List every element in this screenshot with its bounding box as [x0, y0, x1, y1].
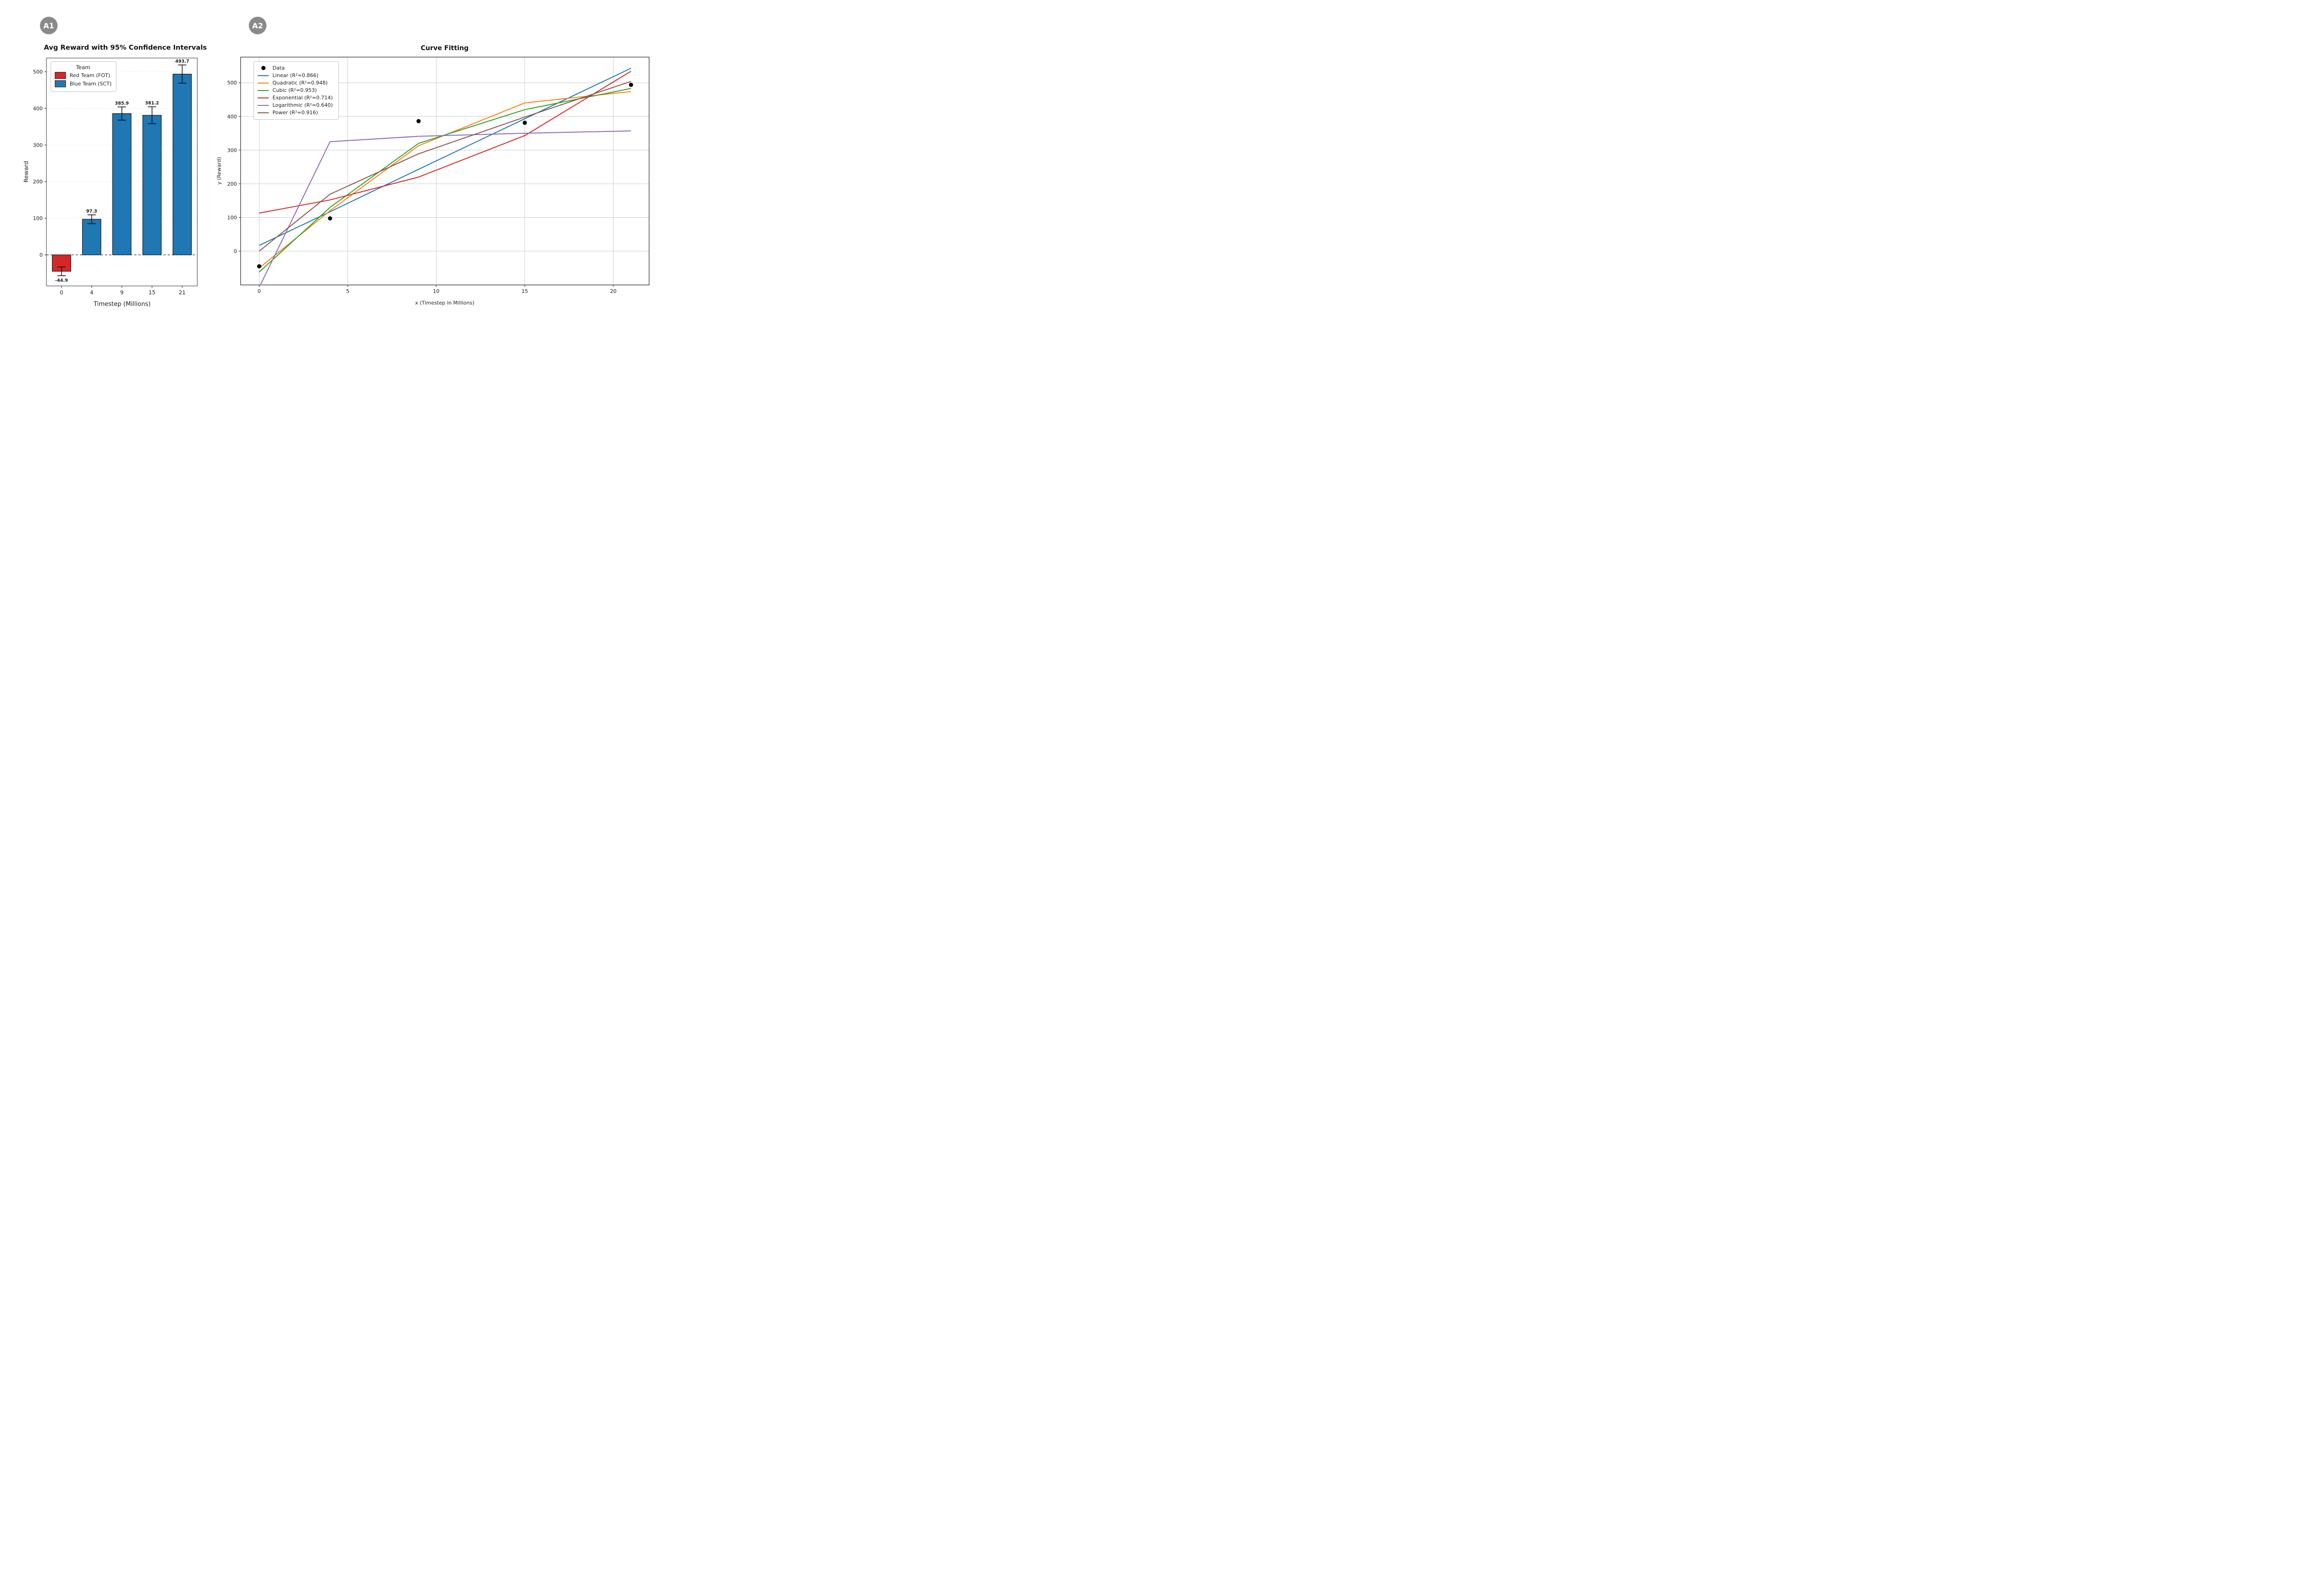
a2-legend-data-dot-icon: [258, 66, 269, 70]
a2-legend-label: Logarithmic (R²=0.640): [272, 102, 333, 108]
a1-chart-title: Avg Reward with 95% Confidence Intervals: [44, 44, 207, 52]
a2-legend-label: Exponential (R²=0.714): [272, 95, 333, 101]
a1-x-tick-label: 21: [179, 289, 186, 296]
a2-legend-label: Cubic (R²=0.953): [272, 87, 317, 93]
a1-y-axis-label: Reward: [22, 161, 30, 183]
a2-x-tick-label: 0: [258, 288, 261, 294]
a1-y-tick-label: 300: [33, 142, 43, 148]
a2-chart-title: Curve Fitting: [421, 45, 469, 52]
a1-y-tick-label: 400: [33, 105, 43, 111]
a2-legend-item: Power (R²=0.916): [258, 110, 333, 116]
a2-legend-line-swatch: [258, 90, 269, 91]
a2-plot-border: [240, 57, 650, 285]
a2-fit-line-linear: [259, 68, 631, 246]
a1-legend-item: Blue Team (SCT): [55, 80, 111, 87]
a1-bar: [82, 219, 102, 255]
a1-bar: [112, 113, 132, 255]
a1-bar-value-label: 97.3: [86, 209, 97, 214]
a2-legend-item: Data: [258, 65, 333, 71]
panel-a1-badge: A1: [40, 17, 58, 34]
a2-legend-line-swatch: [258, 97, 269, 98]
a1-x-tick-label: 0: [60, 289, 63, 296]
a1-bar-value-label: -44.9: [55, 278, 68, 283]
a1-bar: [142, 115, 162, 255]
a2-data-point: [416, 119, 421, 123]
a2-data-point: [629, 83, 633, 87]
panel-a2-badge: A2: [249, 17, 266, 34]
a1-x-tick-label: 4: [90, 289, 93, 296]
a2-legend: Data Linear (R²=0.866) Quadratic (R²=0.948…: [253, 61, 339, 120]
a2-fit-line-quadratic: [259, 91, 631, 269]
a2-legend-label: Quadratic (R²=0.948): [272, 80, 328, 86]
a1-bar: [172, 73, 192, 255]
a2-data-point: [523, 120, 527, 125]
a1-legend-label: Blue Team (SCT): [70, 81, 112, 87]
a2-y-tick-label: 300: [227, 147, 237, 153]
a2-data-point: [257, 264, 261, 269]
a1-legend: Team Red Team (FOT) Blue Team (SCT): [51, 61, 117, 92]
a2-fit-line-exponential: [259, 71, 631, 214]
a1-legend-item: Red Team (FOT): [55, 72, 111, 79]
a1-legend-title: Team: [76, 64, 91, 71]
a2-y-tick-label: 0: [233, 248, 237, 254]
a2-x-tick-label: 15: [522, 288, 528, 294]
a2-legend-item: Cubic (R²=0.953): [258, 87, 333, 93]
a2-legend-item: Quadratic (R²=0.948): [258, 80, 333, 86]
a1-legend-swatch: [55, 72, 66, 79]
a1-x-axis-label: Timestep (Millions): [93, 301, 151, 308]
a2-y-tick-label: 500: [227, 80, 237, 86]
a1-y-tick-label: 0: [39, 252, 43, 258]
a2-legend-line-swatch: [258, 82, 269, 84]
a1-legend-swatch: [55, 80, 66, 87]
a2-legend-item: Linear (R²=0.866): [258, 72, 333, 78]
a2-x-tick-label: 10: [433, 288, 440, 294]
a2-x-tick-label: 5: [346, 288, 350, 294]
a1-y-tick-label: 500: [33, 69, 43, 75]
a2-legend-line-swatch: [258, 104, 269, 106]
a2-fit-line-cubic: [259, 88, 631, 272]
a2-fit-line-logarithmic: [260, 130, 631, 285]
a2-legend-item: Logarithmic (R²=0.640): [258, 102, 333, 108]
a2-x-axis-label: x (Timestep in Millions): [415, 300, 474, 306]
a2-legend-line-swatch: [258, 112, 269, 113]
a2-x-tick-label: 20: [610, 288, 616, 294]
a1-bar-value-label: 385.9: [115, 101, 129, 106]
a2-y-axis-label: y (Reward): [216, 157, 222, 185]
a2-data-point: [328, 216, 332, 221]
a1-bar-value-label: 381.2: [145, 101, 159, 106]
figure-canvas: { "page": {"background": "#ffffff"}, "pa…: [0, 0, 659, 319]
a2-y-tick-label: 100: [227, 214, 237, 221]
a2-legend-line-swatch: [258, 75, 269, 76]
a1-y-tick-label: 200: [33, 179, 43, 185]
a1-bar-value-label: 493.7: [175, 59, 189, 64]
a1-y-tick-label: 100: [33, 215, 43, 221]
a2-legend-label: Data: [272, 65, 285, 71]
a2-y-tick-label: 200: [227, 181, 237, 187]
a2-fit-line-power: [259, 81, 631, 252]
a1-x-tick-label: 9: [120, 289, 123, 296]
a2-legend-label: Power (R²=0.916): [272, 110, 318, 116]
a2-legend-label: Linear (R²=0.866): [272, 72, 319, 78]
a2-y-tick-label: 400: [227, 114, 237, 120]
a1-legend-label: Red Team (FOT): [70, 72, 110, 78]
a2-legend-item: Exponential (R²=0.714): [258, 95, 333, 101]
a1-x-tick-label: 15: [149, 289, 156, 296]
